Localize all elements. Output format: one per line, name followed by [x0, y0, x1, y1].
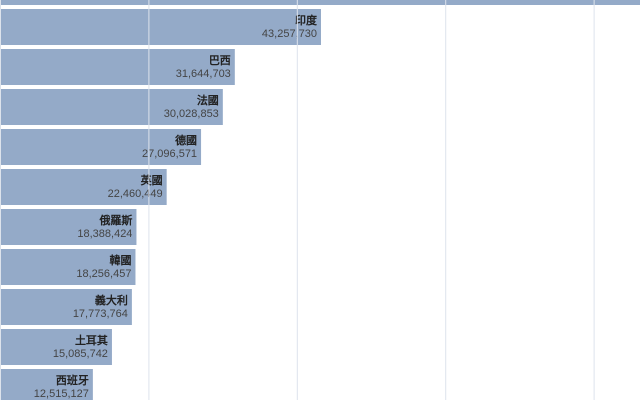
- bar: [0, 0, 640, 5]
- value-label: 30,028,853: [164, 108, 219, 120]
- bar-label: 韓國: [109, 253, 131, 267]
- bar: [0, 169, 167, 205]
- value-label: 12,515,127: [34, 388, 89, 400]
- bar-label: 俄羅斯: [98, 213, 132, 227]
- value-label: 15,085,742: [53, 348, 108, 360]
- bar-label: 土耳其: [75, 333, 108, 347]
- value-label: 17,773,764: [73, 308, 128, 320]
- bar: [0, 129, 202, 165]
- value-label: 31,644,703: [176, 68, 231, 80]
- bar: [0, 329, 112, 365]
- value-label: 43,257,730: [262, 28, 317, 40]
- bar-label: 英國: [140, 173, 163, 187]
- value-label: 27,096,571: [142, 148, 197, 160]
- value-label: 18,256,457: [76, 268, 131, 280]
- bar-label: 德國: [174, 133, 197, 147]
- bar-label: 印度: [295, 13, 318, 27]
- bar: [0, 249, 136, 285]
- bar-label: 西班牙: [56, 373, 89, 387]
- bar: [0, 289, 132, 325]
- bar: [0, 9, 321, 45]
- bar: [0, 89, 223, 125]
- value-label: 22,460,449: [108, 188, 163, 200]
- bar-label: 法國: [197, 93, 219, 107]
- bar: [0, 369, 93, 400]
- bar-label: 義大利: [95, 293, 128, 307]
- bar: [0, 49, 235, 85]
- bar: [0, 209, 137, 245]
- bar-label: 巴西: [209, 54, 231, 67]
- value-label: 18,388,424: [77, 228, 132, 240]
